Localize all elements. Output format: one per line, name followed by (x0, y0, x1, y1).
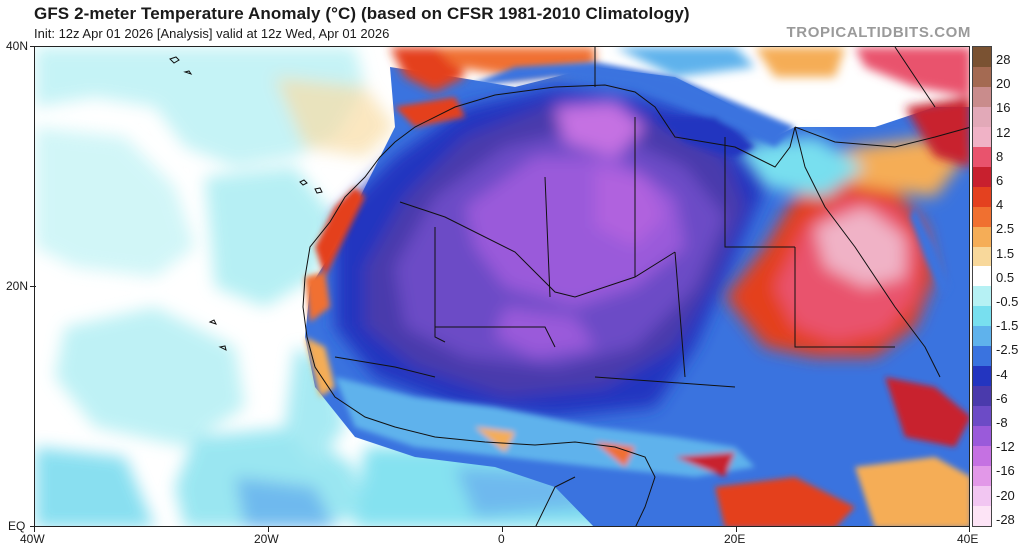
colorbar-swatch (973, 47, 991, 67)
land-anomaly-field (305, 47, 969, 526)
colorbar (972, 46, 992, 527)
lat-tick-eq (30, 526, 36, 527)
colorbar-swatch (973, 406, 991, 427)
colorbar-label: 12 (996, 124, 1011, 140)
map-canvas (35, 47, 969, 526)
map-title: GFS 2-meter Temperature Anomaly (°C) (ba… (34, 4, 690, 23)
lat-label-40n: 40N (6, 39, 29, 53)
colorbar-swatch (973, 66, 991, 87)
lon-tick-0 (502, 527, 503, 532)
colorbar-swatch (973, 446, 991, 467)
lon-tick-40w (34, 527, 35, 532)
lon-label-40e: 40E (957, 532, 979, 546)
lat-tick-40n (30, 46, 36, 47)
lon-label-20e: 20E (724, 532, 746, 546)
colorbar-label: 4 (996, 197, 1004, 213)
island-coastlines (169, 56, 323, 351)
colorbar-swatch (973, 505, 991, 526)
colorbar-label: -1.5 (996, 318, 1019, 334)
colorbar-swatch (973, 346, 991, 367)
colorbar-label: -6 (996, 390, 1008, 406)
colorbar-swatch (973, 485, 991, 506)
lat-label-20n: 20N (6, 279, 29, 293)
colorbar-label: -12 (996, 439, 1015, 455)
colorbar-label: 2.5 (996, 221, 1015, 237)
colorbar-label: -28 (996, 511, 1015, 527)
lat-tick-20n (30, 286, 36, 287)
coastlines-borders (302, 47, 969, 526)
colorbar-swatch (973, 326, 991, 347)
brand-watermark: TROPICALTIDBITS.COM (786, 24, 971, 41)
colorbar-swatch (973, 206, 991, 227)
lon-label-0: 0 (498, 532, 505, 546)
colorbar-label: -0.5 (996, 294, 1019, 309)
lon-tick-20e (736, 527, 737, 532)
colorbar-label: -4 (996, 366, 1008, 382)
sea-overlays (465, 62, 950, 297)
lon-tick-20w (268, 527, 269, 532)
colorbar-label: 20 (996, 76, 1011, 92)
lon-label-40w: 40W (20, 532, 45, 546)
colorbar-label: 0.5 (996, 269, 1015, 285)
colorbar-swatch (973, 146, 991, 167)
colorbar-label: -20 (996, 487, 1015, 503)
colorbar-swatch (973, 166, 991, 187)
colorbar-swatch (973, 266, 991, 287)
colorbar-swatch (973, 466, 991, 486)
colorbar-label: 8 (996, 148, 1004, 164)
colorbar-label: -8 (996, 415, 1008, 430)
colorbar-swatch (973, 186, 991, 207)
colorbar-swatch (973, 386, 991, 407)
lon-tick-40e (969, 527, 970, 532)
colorbar-swatch (973, 226, 991, 247)
lon-label-20w: 20W (254, 532, 279, 546)
init-valid-time: Init: 12z Apr 01 2026 [Analysis] valid a… (34, 26, 390, 41)
colorbar-swatch (973, 106, 991, 127)
colorbar-swatch (973, 426, 991, 447)
colorbar-swatch (973, 86, 991, 107)
colorbar-swatch (973, 306, 991, 327)
colorbar-swatch (973, 366, 991, 387)
temperature-anomaly-map (34, 46, 970, 527)
colorbar-label: -2.5 (996, 342, 1019, 358)
colorbar-label: 16 (996, 100, 1011, 116)
colorbar-swatch (973, 126, 991, 147)
colorbar-label: 1.5 (996, 245, 1015, 261)
lat-label-eq: EQ (8, 519, 26, 533)
colorbar-swatch (973, 246, 991, 267)
colorbar-label: 28 (996, 52, 1011, 67)
colorbar-label: -16 (996, 463, 1015, 479)
colorbar-swatch (973, 286, 991, 307)
colorbar-label: 6 (996, 173, 1004, 188)
